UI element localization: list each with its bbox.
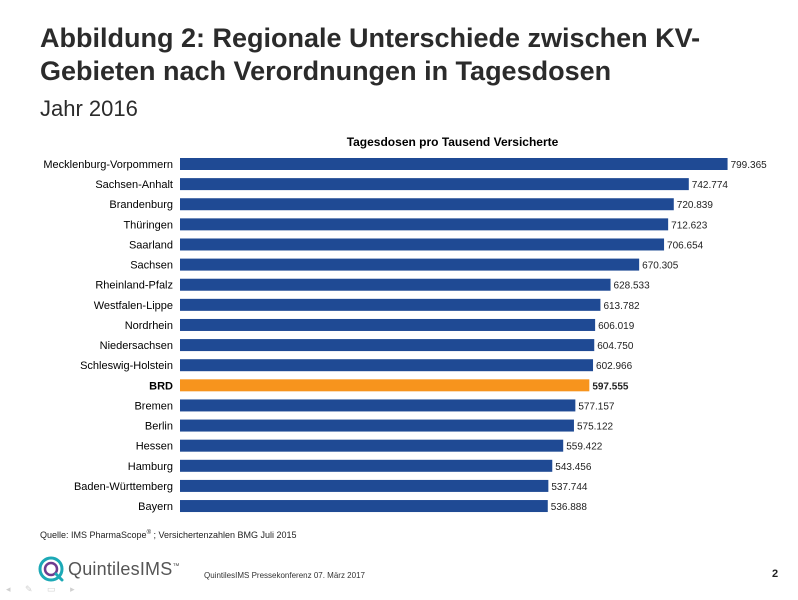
category-label: Westfalen-Lippe	[94, 300, 173, 312]
value-label: 543.456	[555, 462, 592, 473]
value-label: 613.782	[603, 301, 640, 312]
bar-baden-w-rttemberg	[180, 479, 549, 492]
bar-hamburg	[180, 459, 553, 472]
bar-hessen	[180, 439, 564, 452]
company-logo: QuintilesIMS™	[38, 556, 180, 582]
category-label: Rheinland-Pfalz	[95, 280, 173, 292]
value-label: 720.839	[677, 200, 714, 211]
category-label: Saarland	[129, 239, 173, 251]
source-registered-mark: ®	[146, 530, 151, 536]
bar-niedersachsen	[180, 339, 595, 352]
bar-westfalen-lippe	[180, 298, 601, 311]
value-label: 606.019	[598, 321, 635, 332]
category-label: BRD	[149, 380, 173, 392]
category-label: Berlin	[145, 421, 173, 433]
bar-sachsen-anhalt	[180, 178, 689, 191]
value-label: 537.744	[551, 482, 588, 493]
value-label: 670.305	[642, 261, 679, 272]
category-label: Bremen	[134, 400, 173, 412]
slide-nav-controls[interactable]: ◂ ✎ ▭ ▸	[6, 584, 81, 594]
category-label: Hessen	[136, 441, 173, 453]
category-label: Hamburg	[128, 461, 173, 473]
value-label: 799.365	[731, 160, 768, 171]
value-label: 577.157	[578, 401, 615, 412]
logo-icon	[38, 556, 64, 582]
value-label: 536.888	[551, 502, 588, 513]
category-label: Schleswig-Holstein	[80, 360, 173, 372]
category-label: Nordrhein	[125, 320, 173, 332]
source-note: Quelle: IMS PharmaScope® ; Versichertenz…	[40, 530, 297, 540]
category-label: Sachsen	[130, 260, 173, 272]
source-prefix: Quelle: IMS PharmaScope	[40, 530, 147, 540]
category-label: Sachsen-Anhalt	[95, 179, 173, 191]
bar-sachsen	[180, 258, 640, 271]
bar-brandenburg	[180, 198, 674, 211]
value-label: 597.555	[592, 381, 629, 392]
bar-bremen	[180, 399, 576, 412]
category-label: Niedersachsen	[100, 340, 173, 352]
slide-title: Abbildung 2: Regionale Unterschiede zwis…	[40, 23, 701, 86]
bar-mecklenburg-vorpommern	[180, 158, 728, 170]
value-label: 604.750	[597, 341, 634, 352]
category-label: Thüringen	[123, 219, 173, 231]
bar-th-ringen	[180, 218, 669, 231]
bar-nordrhein	[180, 318, 596, 331]
chart-title: Tagesdosen pro Tausend Versicherte	[346, 135, 559, 149]
category-label: Bayern	[138, 501, 173, 513]
value-label: 712.623	[671, 220, 708, 231]
value-label: 575.122	[577, 422, 614, 433]
bar-saarland	[180, 238, 665, 251]
slide-subtitle: Jahr 2016	[40, 96, 138, 121]
value-label: 559.422	[566, 442, 603, 453]
value-label: 706.654	[667, 240, 704, 251]
bar-bayern	[180, 500, 548, 513]
source-suffix: ; Versichertenzahlen BMG Juli 2015	[150, 530, 297, 540]
category-label: Brandenburg	[109, 199, 173, 211]
footer-event: QuintilesIMS Pressekonferenz 07. März 20…	[204, 571, 365, 580]
value-label: 628.533	[614, 281, 651, 292]
bar-berlin	[180, 419, 574, 432]
category-label: Baden-Württemberg	[74, 481, 173, 493]
bar-chart: Mecklenburg-Vorpommern 799.365 Sachsen-Anh…	[43, 158, 768, 513]
logo-tm: ™	[172, 562, 180, 570]
page-number: 2	[772, 568, 779, 580]
value-label: 742.774	[692, 180, 729, 191]
bar-rheinland-pfalz	[180, 278, 611, 291]
logo-text: QuintilesIMS™	[68, 559, 180, 580]
category-label: Mecklenburg-Vorpommern	[43, 159, 173, 171]
value-label: 602.966	[596, 361, 633, 372]
bar-schleswig-holstein	[180, 359, 594, 372]
logo-name: QuintilesIMS	[68, 558, 173, 579]
bar-brd	[180, 379, 590, 392]
